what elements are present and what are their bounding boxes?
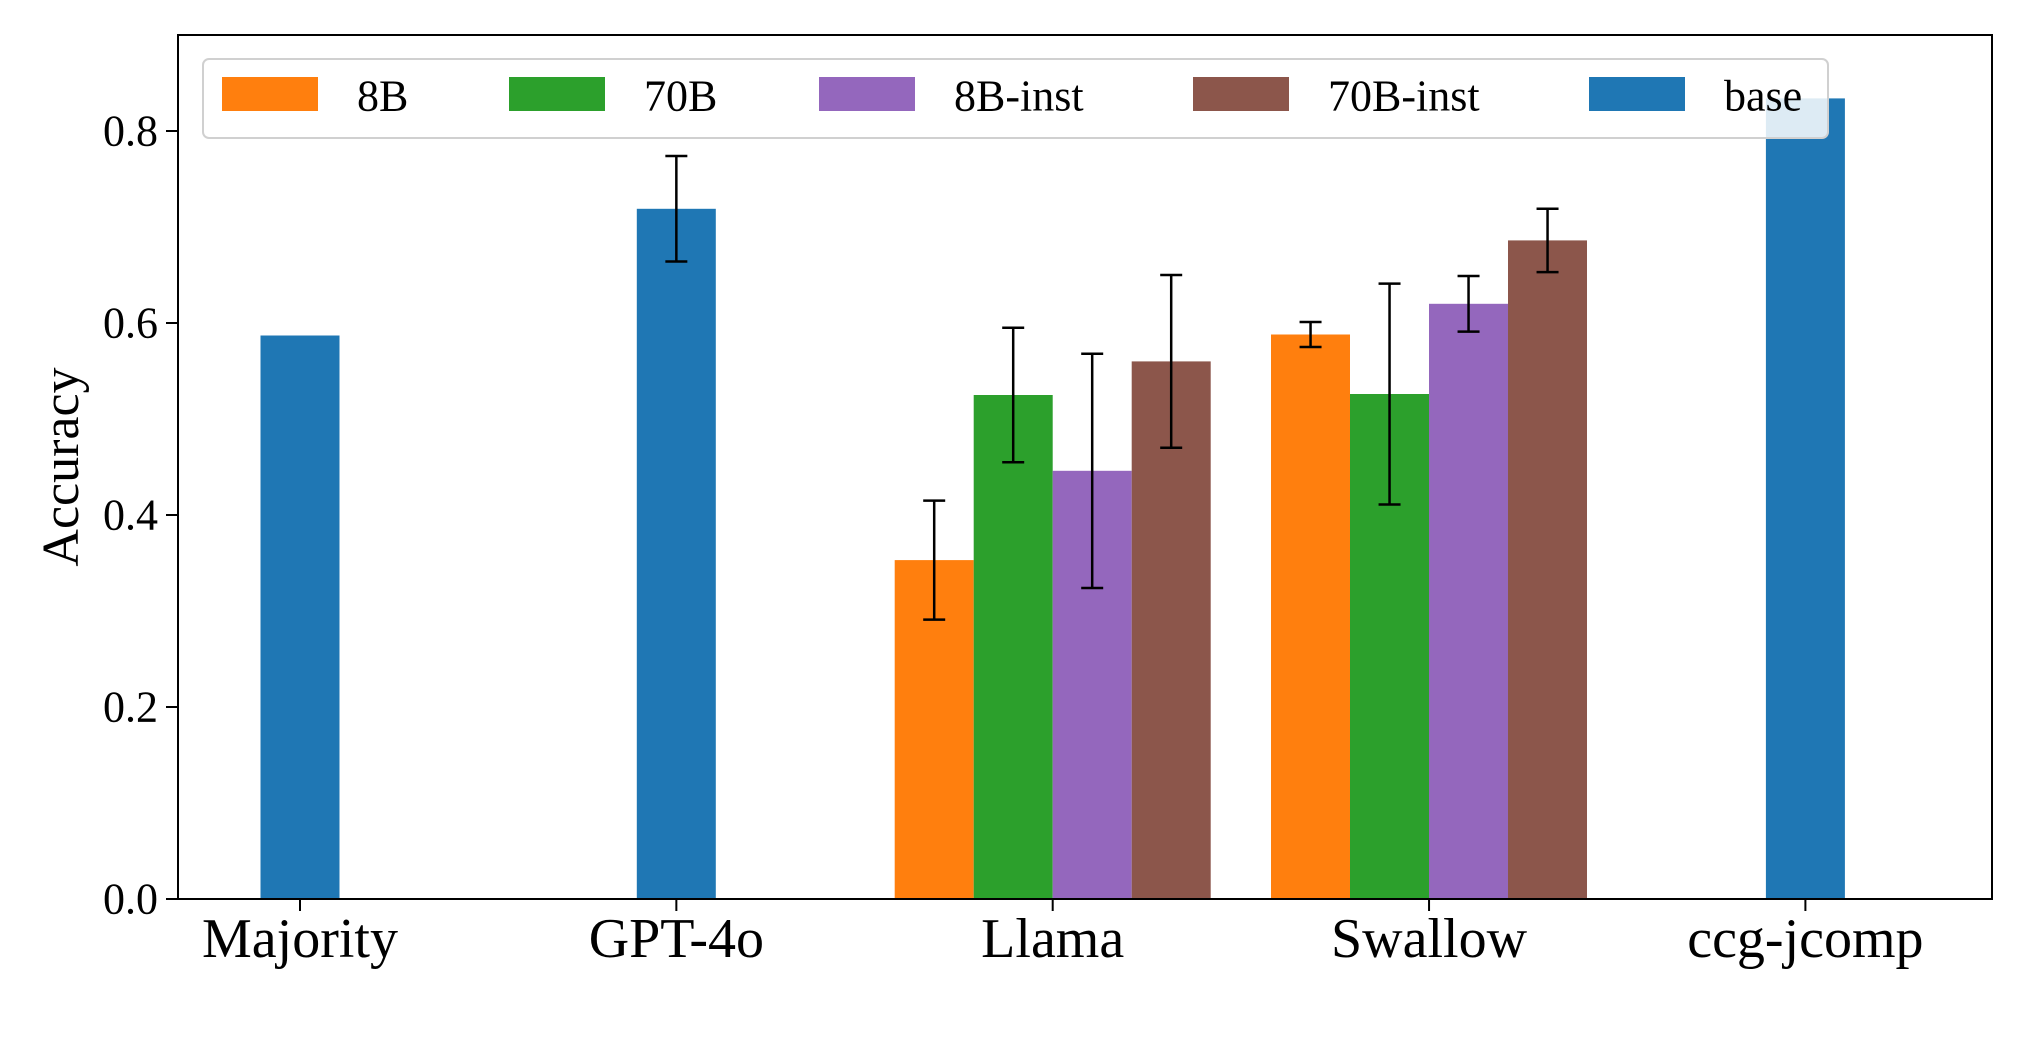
x-tick-label-Majority: Majority (202, 908, 398, 970)
x-tick-label-Llama: Llama (981, 908, 1124, 970)
y-tick-label: 0.0 (103, 875, 158, 924)
y-tick-label: 0.6 (103, 299, 158, 348)
legend-label-70B: 70B (644, 72, 717, 121)
bars-layer (260, 98, 1845, 900)
bar-base-GPT-4o (636, 208, 716, 900)
legend-swatch-70B-inst (1193, 77, 1289, 111)
legend-label-8B: 8B (357, 72, 408, 121)
bar-base-Majority (260, 335, 340, 899)
x-axis: Majority GPT-4o Llama Swallow ccg-jcomp (202, 899, 1924, 970)
y-axis: 0.0 0.2 0.4 0.6 0.8 (103, 107, 178, 924)
legend-swatch-70B (509, 77, 605, 111)
error-bars-layer (665, 154, 1559, 621)
error-bar-70B-Swallow (1378, 282, 1401, 506)
legend-swatch-8B (222, 77, 318, 111)
error-bar-base-GPT-4o (665, 154, 688, 263)
legend-swatch-8B-inst (819, 77, 915, 111)
error-bar-70B-Llama (1002, 326, 1025, 464)
x-tick-label-GPT-4o: GPT-4o (589, 908, 764, 970)
y-tick-label: 0.2 (103, 683, 158, 732)
legend: 8B 70B 8B-inst 70B-inst base (202, 58, 1829, 139)
bar-70B-inst-Swallow (1508, 240, 1587, 899)
x-tick-label-Swallow: Swallow (1331, 908, 1528, 970)
legend-label-70B-inst: 70B-inst (1328, 72, 1480, 121)
bar-70B-inst-Llama (1131, 361, 1211, 899)
error-bar-70B-inst-Llama (1160, 273, 1183, 450)
legend-label-base: base (1724, 72, 1802, 121)
error-bar-8B-Swallow (1299, 320, 1322, 349)
bar-70B-Llama (973, 395, 1053, 899)
error-bar-8B-inst-Swallow (1457, 274, 1480, 333)
legend-swatch-base (1589, 77, 1685, 111)
error-bar-8B-inst-Llama (1081, 352, 1104, 590)
y-axis-title: Accuracy (33, 367, 90, 566)
x-tick-label-ccg-jcomp: ccg-jcomp (1687, 908, 1923, 970)
bar-8B-inst-Swallow (1429, 303, 1508, 899)
bar-base-ccg-jcomp (1765, 98, 1845, 899)
error-bar-70B-inst-Swallow (1536, 207, 1559, 274)
legend-frame (202, 58, 1829, 139)
bar-8B-Swallow (1271, 334, 1350, 899)
y-tick-label: 0.4 (103, 491, 158, 540)
y-tick-label: 0.8 (103, 107, 158, 156)
plot-frame (177, 34, 1993, 900)
error-bar-8B-Llama (923, 499, 946, 621)
legend-label-8B-inst: 8B-inst (954, 72, 1084, 121)
